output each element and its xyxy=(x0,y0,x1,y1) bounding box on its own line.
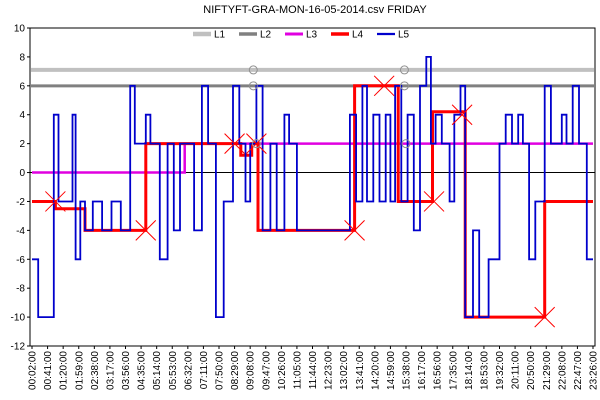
x-tick-label: 05:53:00 xyxy=(168,351,179,390)
y-tick-label: 4 xyxy=(19,110,25,121)
x-tick-label: 21:29:00 xyxy=(542,351,553,390)
legend-label-l1: L1 xyxy=(214,30,226,41)
x-marker xyxy=(534,306,556,328)
x-tick-label: 16:17:00 xyxy=(417,351,428,390)
markers-group xyxy=(45,65,556,328)
x-tick-label: 07:11:00 xyxy=(199,351,210,390)
x-marker xyxy=(373,75,395,97)
y-tick-label: 6 xyxy=(19,81,25,92)
x-tick-label: 18:53:00 xyxy=(479,351,490,390)
x-tick-label: 03:17:00 xyxy=(105,351,116,390)
x-marker xyxy=(246,133,267,154)
x-tick-label: 00:02:00 xyxy=(28,351,39,390)
x-tick-label: 04:35:00 xyxy=(137,351,148,390)
circle-marker xyxy=(248,65,258,75)
x-tick-label: 07:50:00 xyxy=(215,351,226,390)
y-tick-label: -4 xyxy=(16,226,25,237)
x-tick-label: 22:47:00 xyxy=(573,351,584,390)
x-tick-label: 17:35:00 xyxy=(448,351,459,390)
x-tick-label: 13:02:00 xyxy=(339,351,350,390)
x-tick-label: 06:32:00 xyxy=(183,351,194,390)
plot-area xyxy=(29,27,596,347)
legend-label-l4: L4 xyxy=(352,30,364,41)
circle-marker xyxy=(399,65,409,75)
y-tick-label: -12 xyxy=(11,342,26,353)
series-l3-line xyxy=(32,142,593,174)
x-tick-label: 01:20:00 xyxy=(59,351,70,390)
y-tick-label: -10 xyxy=(11,313,26,324)
series-group xyxy=(31,56,594,319)
y-tick-label: -8 xyxy=(16,284,25,295)
y-tick-label: 8 xyxy=(19,52,25,63)
x-marker xyxy=(45,191,66,212)
y-tick-label: 0 xyxy=(19,168,25,179)
x-tick-label: 01:59:00 xyxy=(74,351,85,390)
x-tick-label: 09:08:00 xyxy=(246,351,257,390)
legend: L1 L2 L3 L4 L5 xyxy=(193,30,410,41)
x-tick-label: 19:32:00 xyxy=(495,351,506,390)
x-tick-label: 05:14:00 xyxy=(152,351,163,390)
x-tick-label: 11:44:00 xyxy=(308,351,319,390)
x-axis: 00:02:00 00:41:00 01:20:00 01:59:00 02:38:00… xyxy=(28,346,600,390)
x-tick-label: 16:56:00 xyxy=(433,351,444,390)
circle-marker xyxy=(248,81,258,91)
y-tick-label: -2 xyxy=(16,197,25,208)
x-tick-label: 22:08:00 xyxy=(557,351,568,390)
x-tick-label: 20:11:00 xyxy=(511,351,522,390)
x-tick-label: 03:56:00 xyxy=(121,351,132,390)
legend-label-l5: L5 xyxy=(398,30,410,41)
legend-label-l2: L2 xyxy=(260,30,272,41)
x-marker xyxy=(451,104,473,126)
x-tick-label: 02:38:00 xyxy=(90,351,101,390)
x-tick-label: 15:38:00 xyxy=(402,351,413,390)
x-tick-label: 12:23:00 xyxy=(324,351,335,390)
x-marker xyxy=(423,191,445,212)
x-tick-label: 09:47:00 xyxy=(261,351,272,390)
circle-marker xyxy=(401,139,411,149)
legend-label-l3: L3 xyxy=(306,30,318,41)
x-tick-label: 08:29:00 xyxy=(230,351,241,390)
x-marker xyxy=(224,133,245,154)
x-marker xyxy=(344,220,365,241)
x-tick-label: 00:41:00 xyxy=(43,351,54,390)
y-tick-label: -6 xyxy=(16,255,25,266)
x-tick-label: 11:05:00 xyxy=(292,351,303,390)
x-marker xyxy=(135,220,157,241)
circle-marker xyxy=(251,139,261,149)
x-tick-label: 13:41:00 xyxy=(355,351,366,390)
y-tick-label: 10 xyxy=(14,24,26,35)
x-tick-label: 18:14:00 xyxy=(464,351,475,390)
circle-marker xyxy=(399,81,409,91)
x-tick-label: 23:26:00 xyxy=(589,351,600,390)
y-tick-label: 2 xyxy=(19,139,25,150)
x-tick-label: 14:59:00 xyxy=(386,351,397,390)
x-tick-label: 14:20:00 xyxy=(370,351,381,390)
x-tick-label: 20:50:00 xyxy=(526,351,537,390)
series-l5-line xyxy=(32,56,593,319)
chart-title: NIFTYFT-GRA-MON-16-05-2014.csv FRIDAY xyxy=(203,4,427,16)
x-tick-label: 10:26:00 xyxy=(277,351,288,390)
